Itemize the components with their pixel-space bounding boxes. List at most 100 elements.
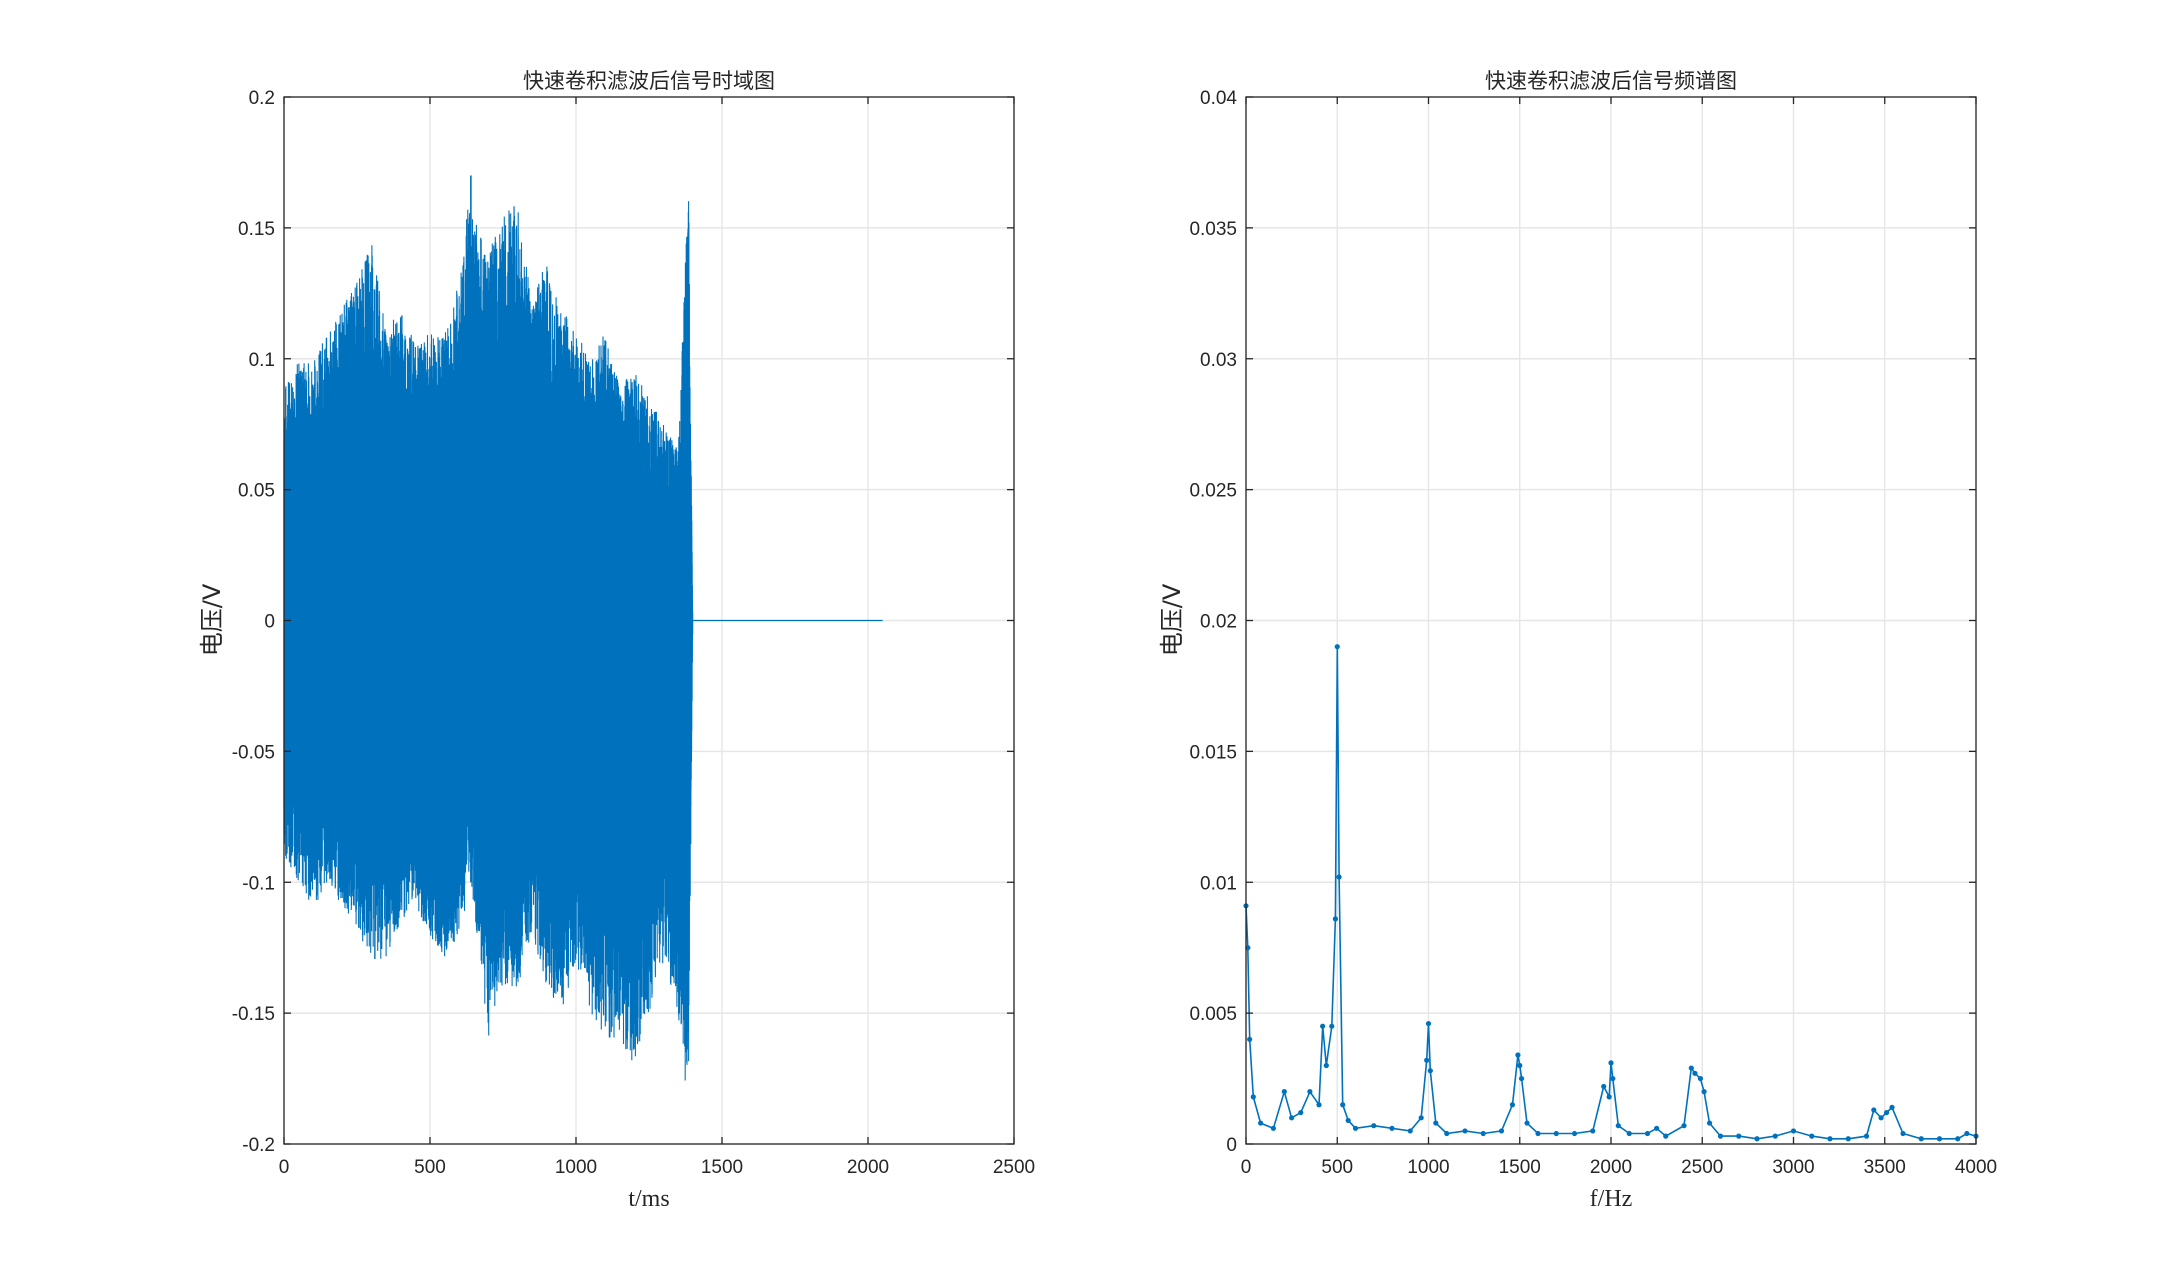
spectrum-point <box>1418 1115 1424 1121</box>
spectrum-point <box>1462 1128 1468 1134</box>
spectrum-point <box>1601 1083 1607 1090</box>
spectrum-point <box>1289 1115 1295 1121</box>
y-tick-label: -0.1 <box>242 873 275 894</box>
y-tick-label: 0 <box>1226 1135 1237 1156</box>
spectrum-point <box>1307 1089 1313 1095</box>
y-tick-label: 0.035 <box>1189 219 1237 240</box>
spectrum-point <box>1608 1060 1614 1066</box>
chart-title: 快速卷积滤波后信号频谱图 <box>1485 69 1737 93</box>
spectrum-point <box>1889 1104 1895 1110</box>
spectrum-point <box>1498 1128 1505 1134</box>
spectrum-point <box>1955 1136 1961 1142</box>
y-tick-label: 0 <box>264 612 275 633</box>
spectrum-point <box>1340 1102 1346 1108</box>
x-tick-label: 2500 <box>1681 1157 1723 1178</box>
spectrum-point <box>1606 1094 1612 1100</box>
y-tick-label: 0.04 <box>1200 88 1237 109</box>
spectrum-point <box>1809 1133 1815 1139</box>
spectrum-point <box>1717 1133 1724 1139</box>
spectrum-point <box>1509 1102 1516 1108</box>
spectrum-point <box>1754 1136 1760 1142</box>
spectrum-point <box>1615 1123 1621 1129</box>
spectrum-point <box>1701 1089 1707 1095</box>
spectrum-point <box>1918 1136 1924 1142</box>
axis-ticks: 0 500 1000 1500 2000 2500 0.2 0.15 0.1 0.05 0 -0.05… <box>232 88 1035 1178</box>
x-tick-label: 2500 <box>993 1157 1035 1178</box>
spectrum-point <box>1371 1123 1377 1129</box>
spectrum-point <box>1515 1052 1521 1058</box>
spectrum-point <box>1827 1136 1833 1142</box>
y-tick-label: 0.03 <box>1200 350 1237 371</box>
spectrum-point <box>1688 1065 1694 1071</box>
spectrum-point <box>1270 1125 1276 1131</box>
spectrum-point <box>1644 1130 1651 1137</box>
spectrum-point <box>1425 1020 1432 1027</box>
spectrum-point <box>1692 1070 1698 1076</box>
spectrum-point <box>1298 1109 1304 1116</box>
spectrum-point <box>1878 1115 1884 1121</box>
spectrum-point <box>1316 1102 1322 1108</box>
spectrum-point <box>1654 1125 1660 1131</box>
spectrum-point <box>1964 1130 1970 1137</box>
frequency-spectrum-plot: 快速卷积滤波后信号频谱图 0 500 1000 1500 2000 2500 3000 350… <box>1158 69 1997 1212</box>
y-tick-label: -0.15 <box>232 1004 275 1025</box>
x-tick-label: 0 <box>1241 1157 1252 1178</box>
spectrum-point <box>1320 1023 1326 1029</box>
spectrum-point <box>1772 1133 1778 1139</box>
y-tick-label: 0.015 <box>1189 742 1237 763</box>
x-tick-label: 3000 <box>1772 1157 1814 1178</box>
y-tick-label: 0.2 <box>249 88 275 109</box>
spectrum-point <box>1517 1062 1523 1069</box>
spectrum-point <box>1334 644 1340 650</box>
spectrum-point <box>1480 1130 1486 1137</box>
series-line <box>1243 644 1979 1142</box>
y-tick-label: -0.2 <box>242 1135 275 1156</box>
spectrum-point <box>1610 1075 1616 1082</box>
spectrum-point <box>1258 1120 1264 1126</box>
spectrum-point <box>1247 1036 1253 1042</box>
spectrum-point <box>1336 874 1342 880</box>
spectrum-point <box>1424 1057 1430 1063</box>
y-tick-label: 0.01 <box>1200 873 1237 894</box>
spectrum-point <box>1736 1133 1742 1139</box>
y-tick-label: 0.15 <box>238 219 275 240</box>
x-tick-label: 500 <box>1321 1157 1353 1178</box>
x-tick-label: 1000 <box>1407 1157 1449 1178</box>
spectrum-point <box>1444 1130 1450 1137</box>
spectrum-point <box>1407 1128 1413 1134</box>
spectrum-point <box>1323 1062 1329 1069</box>
x-axis-label: f/Hz <box>1590 1186 1633 1212</box>
spectrum-point <box>1281 1089 1287 1095</box>
spectrum-point <box>1936 1136 1943 1142</box>
x-tick-label: 1000 <box>555 1157 597 1178</box>
series-band <box>283 175 883 1081</box>
spectrum-point <box>1871 1107 1877 1113</box>
spectrum-point <box>1524 1120 1530 1126</box>
signal-waveform <box>283 201 694 1081</box>
spectrum-point <box>1553 1130 1559 1137</box>
spectrum-point <box>1389 1125 1395 1131</box>
spectrum-point <box>1518 1075 1525 1082</box>
time-domain-plot: 快速卷积滤波后信号时域图 0 500 1000 1500 2000 2500 0.2 0.15… <box>198 69 1035 1212</box>
spectrum-point <box>1590 1128 1596 1134</box>
x-tick-label: 0 <box>279 1157 290 1178</box>
x-tick-label: 2000 <box>1590 1157 1632 1178</box>
x-tick-label: 4000 <box>1955 1157 1997 1178</box>
spectrum-point <box>1345 1117 1351 1124</box>
spectrum-point <box>1352 1125 1359 1131</box>
y-axis-label: 电压/V <box>1158 583 1186 656</box>
spectrum-point <box>1626 1130 1632 1137</box>
spectrum-point <box>1900 1130 1906 1137</box>
spectrum-point <box>1427 1068 1433 1074</box>
spectrum-point <box>1433 1120 1439 1126</box>
spectrum-point <box>1863 1133 1870 1139</box>
x-tick-label: 3500 <box>1864 1157 1906 1178</box>
spectrum-point <box>1681 1123 1687 1129</box>
spectrum-point <box>1697 1075 1704 1082</box>
y-tick-label: -0.05 <box>232 742 275 763</box>
spectrum-point <box>1706 1120 1713 1126</box>
chart-title: 快速卷积滤波后信号时域图 <box>523 69 775 93</box>
spectrum-point <box>1571 1130 1578 1137</box>
y-tick-label: 0.05 <box>238 481 275 502</box>
